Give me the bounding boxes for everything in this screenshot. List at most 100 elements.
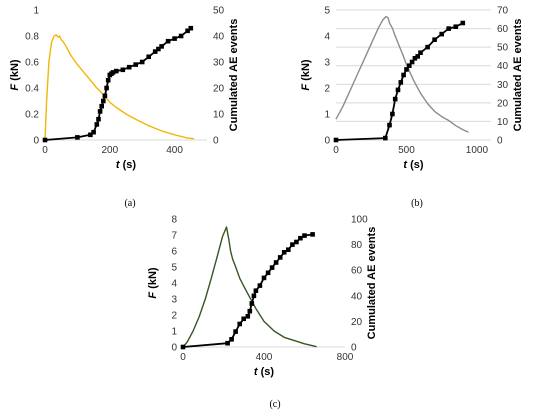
y-right-tick-label: 40 <box>213 32 225 43</box>
x-tick-label: 200 <box>101 145 118 156</box>
y-right-tick-label: 10 <box>213 110 225 121</box>
x-axis-label: t (s) <box>254 366 275 378</box>
y-right-tick-label: 0 <box>213 136 219 147</box>
ae-event-marker <box>229 337 234 342</box>
ae-event-marker <box>269 265 275 270</box>
y-right-tick-label: 100 <box>351 215 368 226</box>
panel-caption: (c) <box>269 399 280 410</box>
y-right-tick-label: 30 <box>497 80 509 91</box>
ae-event-marker <box>398 80 404 85</box>
ae-event-marker <box>432 37 437 42</box>
ae-event-marker <box>241 316 246 322</box>
y-right-tick-label: 60 <box>351 266 363 277</box>
ae-event-marker <box>188 25 194 31</box>
x-axis-label: t (s) <box>116 159 137 171</box>
ae-event-marker <box>446 26 451 31</box>
ae-event-marker <box>425 44 430 50</box>
x-tick-label: 400 <box>166 145 183 156</box>
force-series-line <box>44 34 195 141</box>
ae-event-marker <box>392 96 398 102</box>
y-right-axis-label: Cumulated AE events <box>366 227 378 340</box>
ae-event-marker <box>418 50 423 55</box>
ae-event-marker <box>105 77 111 83</box>
y-right-tick-label: 10 <box>497 117 509 128</box>
y-left-tick-label: 6 <box>171 247 177 258</box>
y-right-tick-label: 80 <box>351 240 363 251</box>
x-tick-label: 0 <box>333 145 339 156</box>
y-right-tick-label: 70 <box>497 6 509 17</box>
ae-event-marker <box>75 135 80 140</box>
y-left-tick-label: 3 <box>324 58 330 69</box>
y-left-tick-label: 0.8 <box>25 32 39 43</box>
y-left-tick-label: 0 <box>324 136 330 147</box>
y-right-tick-label: 30 <box>213 58 225 69</box>
ae-event-marker <box>94 122 100 127</box>
ae-events-series-line <box>182 233 313 348</box>
y-left-tick-label: 2 <box>324 84 330 95</box>
ae-event-marker <box>251 293 257 299</box>
x-tick-label: 0 <box>42 145 48 156</box>
ae-event-marker <box>294 239 299 245</box>
ae-event-marker <box>302 233 307 238</box>
ae-event-marker <box>96 116 101 122</box>
ae-event-marker <box>88 132 93 138</box>
force-series-line <box>182 226 317 348</box>
ae-event-marker <box>139 59 145 65</box>
ae-event-marker <box>281 250 287 255</box>
y-right-tick-label: 50 <box>213 6 225 17</box>
ae-event-marker <box>390 111 395 117</box>
y-right-tick-label: 40 <box>351 291 363 302</box>
ae-event-marker <box>286 247 291 252</box>
x-tick-label: 400 <box>256 352 273 363</box>
panel-caption: (b) <box>411 198 423 209</box>
ae-event-marker <box>185 28 190 34</box>
y-left-tick-label: 0.2 <box>25 110 39 121</box>
ae-event-marker <box>409 59 415 65</box>
y-left-tick-label: 8 <box>171 215 177 226</box>
ae-event-marker <box>237 321 242 327</box>
y-left-axis-label: F (kN) <box>300 59 312 91</box>
y-right-tick-label: 0 <box>497 136 503 147</box>
ae-event-marker <box>277 255 283 260</box>
x-tick-label: 1000 <box>466 145 489 156</box>
ae-event-marker <box>249 301 255 306</box>
ae-event-marker <box>265 270 271 276</box>
ae-event-marker <box>126 64 132 70</box>
ae-event-marker <box>310 232 315 237</box>
ae-event-marker <box>120 67 126 73</box>
ae-event-marker <box>114 68 119 74</box>
ae-event-marker <box>165 38 171 44</box>
ae-event-marker <box>404 67 409 72</box>
x-tick-label: 500 <box>398 145 415 156</box>
y-right-tick-label: 20 <box>351 317 363 328</box>
ae-event-marker <box>180 344 186 350</box>
ae-event-marker <box>395 87 401 93</box>
ae-event-marker <box>225 340 230 346</box>
y-left-tick-label: 7 <box>171 231 177 242</box>
ae-event-marker <box>401 72 406 78</box>
y-left-tick-label: 2 <box>171 311 177 322</box>
ae-event-marker <box>333 137 339 143</box>
ae-event-marker <box>298 235 303 241</box>
ae-event-marker <box>383 135 388 141</box>
ae-event-marker <box>152 49 158 54</box>
y-left-tick-label: 4 <box>324 32 330 43</box>
ae-event-marker <box>159 44 164 49</box>
y-left-tick-label: 0 <box>33 136 39 147</box>
y-left-tick-label: 1 <box>33 6 39 17</box>
ae-event-marker <box>91 129 96 135</box>
ae-events-series-line <box>44 27 192 141</box>
ae-event-marker <box>273 260 279 265</box>
ae-event-marker <box>110 70 116 75</box>
y-left-tick-label: 5 <box>324 6 330 17</box>
y-left-tick-label: 1 <box>324 110 330 121</box>
ae-event-marker <box>102 93 108 99</box>
ae-event-marker <box>415 54 420 59</box>
x-tick-label: 800 <box>337 352 354 363</box>
y-right-tick-label: 60 <box>497 24 509 35</box>
y-left-tick-label: 1 <box>171 327 177 338</box>
y-right-tick-label: 50 <box>497 43 509 54</box>
